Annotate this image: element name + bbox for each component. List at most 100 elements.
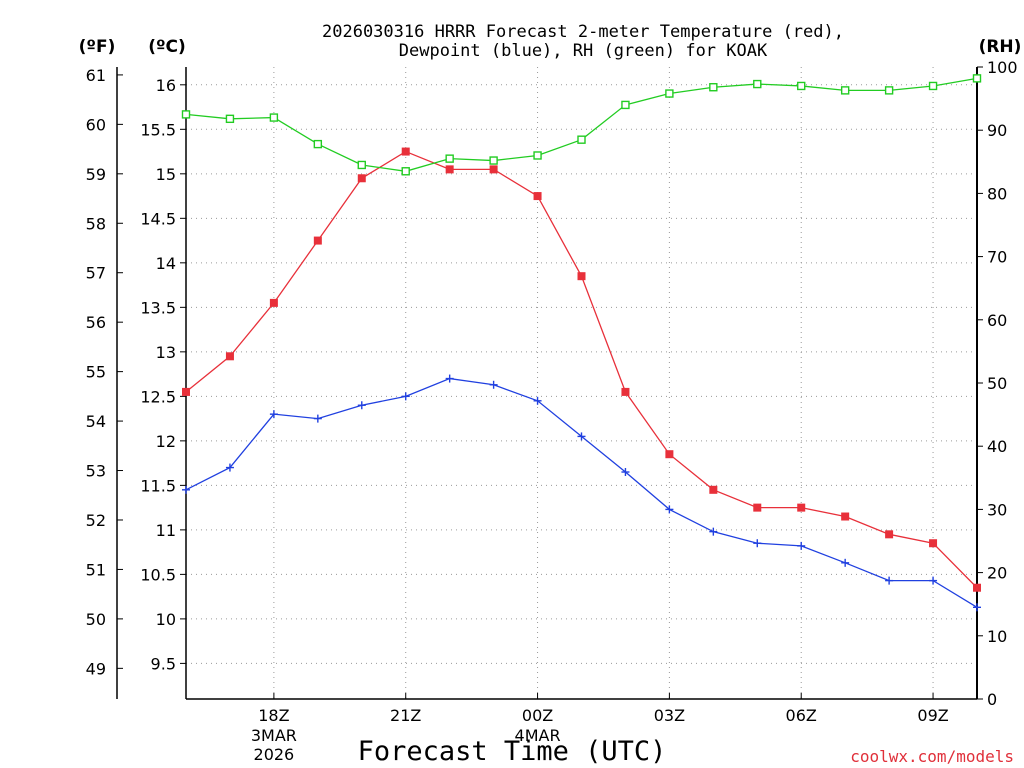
rh-tick-label: 70 xyxy=(987,248,1007,267)
rh-point xyxy=(578,136,585,143)
fahrenheit-tick-label: 54 xyxy=(86,412,106,431)
2-meter-temperature-point xyxy=(314,237,322,245)
rh-point xyxy=(666,90,673,97)
2-meter-temperature-point xyxy=(490,165,498,173)
celsius-axis: 9.5 10 10.5 11 11.5 12 12.5 13 13.5 14 14.5 15 15.5 1… xyxy=(140,76,186,674)
2-meter-temperature-point xyxy=(841,513,849,521)
x-tick-label: 18Z xyxy=(258,706,289,725)
rh-tick-label: 100 xyxy=(987,58,1018,77)
dewpoint-point xyxy=(841,559,849,567)
celsius-tick-label: 12 xyxy=(156,432,176,451)
rh-point xyxy=(270,114,277,121)
dewpoint-point xyxy=(182,486,190,494)
2-meter-temperature-point xyxy=(797,504,805,512)
dewpoint-point xyxy=(973,603,981,611)
celsius-tick-label: 11 xyxy=(156,521,176,540)
credit-text: coolwx.com/models xyxy=(850,747,1014,766)
fahrenheit-tick-label: 55 xyxy=(86,363,106,382)
fahrenheit-tick-label: 58 xyxy=(86,214,106,233)
rh-point xyxy=(226,115,233,122)
axes xyxy=(117,67,977,699)
rh-tick-label: 40 xyxy=(987,437,1007,456)
2-meter-temperature-point xyxy=(973,584,981,592)
2-meter-temperature-point xyxy=(753,504,761,512)
2-meter-temperature-point xyxy=(929,539,937,547)
celsius-tick-label: 14.5 xyxy=(140,209,176,228)
chart: 2026030316 HRRR Forecast 2-meter Tempera… xyxy=(0,0,1024,768)
x-tick-date-label: 2026 xyxy=(254,745,295,764)
dewpoint-point xyxy=(709,528,717,536)
rh-point xyxy=(490,157,497,164)
2-meter-temperature-point xyxy=(534,192,542,200)
rh-tick-label: 20 xyxy=(987,564,1007,583)
celsius-tick-label: 13 xyxy=(156,343,176,362)
rh-tick-label: 90 xyxy=(987,121,1007,140)
rh-tick-label: 10 xyxy=(987,627,1007,646)
dewpoint-point xyxy=(446,375,454,383)
dewpoint-point xyxy=(885,577,893,585)
rh-tick-label: 30 xyxy=(987,500,1007,519)
celsius-tick-label: 16 xyxy=(156,76,176,95)
fahrenheit-tick-label: 50 xyxy=(86,610,106,629)
grid-lines xyxy=(186,67,977,699)
fahrenheit-tick-label: 56 xyxy=(86,313,106,332)
celsius-tick-label: 11.5 xyxy=(140,476,176,495)
x-tick-label: 00Z xyxy=(522,706,553,725)
2-meter-temperature-line xyxy=(186,152,977,588)
2-meter-temperature-point xyxy=(578,272,586,280)
rh-point xyxy=(842,87,849,94)
fahrenheit-tick-label: 52 xyxy=(86,511,106,530)
dewpoint-point xyxy=(314,415,322,423)
rh-tick-label: 80 xyxy=(987,184,1007,203)
dewpoint-point xyxy=(402,392,410,400)
x-axis-label: Forecast Time (UTC) xyxy=(358,736,667,767)
celsius-unit-label: (ºC) xyxy=(148,37,186,57)
chart-title-line-1: 2026030316 HRRR Forecast 2-meter Tempera… xyxy=(322,22,844,42)
fahrenheit-unit-label: (ºF) xyxy=(79,37,116,57)
rh-unit-label: (RH) xyxy=(979,37,1022,57)
celsius-tick-label: 10.5 xyxy=(140,565,176,584)
rh-point xyxy=(622,101,629,108)
rh-tick-label: 60 xyxy=(987,311,1007,330)
dewpoint-point xyxy=(797,542,805,550)
2-meter-temperature-point xyxy=(621,388,629,396)
celsius-tick-label: 9.5 xyxy=(151,654,176,673)
rh-point xyxy=(754,81,761,88)
rh-tick-label: 0 xyxy=(987,690,997,709)
rh-line xyxy=(186,78,977,171)
dewpoint-line xyxy=(186,379,977,608)
fahrenheit-tick-label: 53 xyxy=(86,462,106,481)
fahrenheit-tick-label: 49 xyxy=(86,659,106,678)
fahrenheit-tick-label: 57 xyxy=(86,264,106,283)
2-meter-temperature-point xyxy=(182,388,190,396)
rh-point xyxy=(314,141,321,148)
x-tick-label: 21Z xyxy=(390,706,421,725)
dewpoint-point xyxy=(490,381,498,389)
rh-point xyxy=(886,87,893,94)
rh-point xyxy=(358,161,365,168)
rh-point xyxy=(446,155,453,162)
x-tick-label: 09Z xyxy=(917,706,948,725)
2-meter-temperature-point xyxy=(226,352,234,360)
celsius-tick-label: 10 xyxy=(156,610,176,629)
celsius-tick-label: 15.5 xyxy=(140,120,176,139)
2-meter-temperature-point xyxy=(885,530,893,538)
celsius-tick-label: 13.5 xyxy=(140,298,176,317)
rh-tick-label: 50 xyxy=(987,374,1007,393)
fahrenheit-tick-label: 60 xyxy=(86,115,106,134)
celsius-tick-label: 15 xyxy=(156,165,176,184)
rh-point xyxy=(930,82,937,89)
rh-point xyxy=(534,152,541,159)
2-meter-temperature-point xyxy=(665,450,673,458)
rh-point xyxy=(183,111,190,118)
chart-title-line-2: Dewpoint (blue), RH (green) for KOAK xyxy=(399,41,768,61)
2-meter-temperature-point xyxy=(270,299,278,307)
2-meter-temperature-point xyxy=(709,486,717,494)
fahrenheit-tick-label: 51 xyxy=(86,560,106,579)
2-meter-temperature-point xyxy=(358,174,366,182)
x-tick-date-label: 3MAR xyxy=(251,726,297,745)
dewpoint-point xyxy=(358,401,366,409)
dewpoint-point xyxy=(753,539,761,547)
rh-point xyxy=(402,168,409,175)
rh-point xyxy=(798,82,805,89)
